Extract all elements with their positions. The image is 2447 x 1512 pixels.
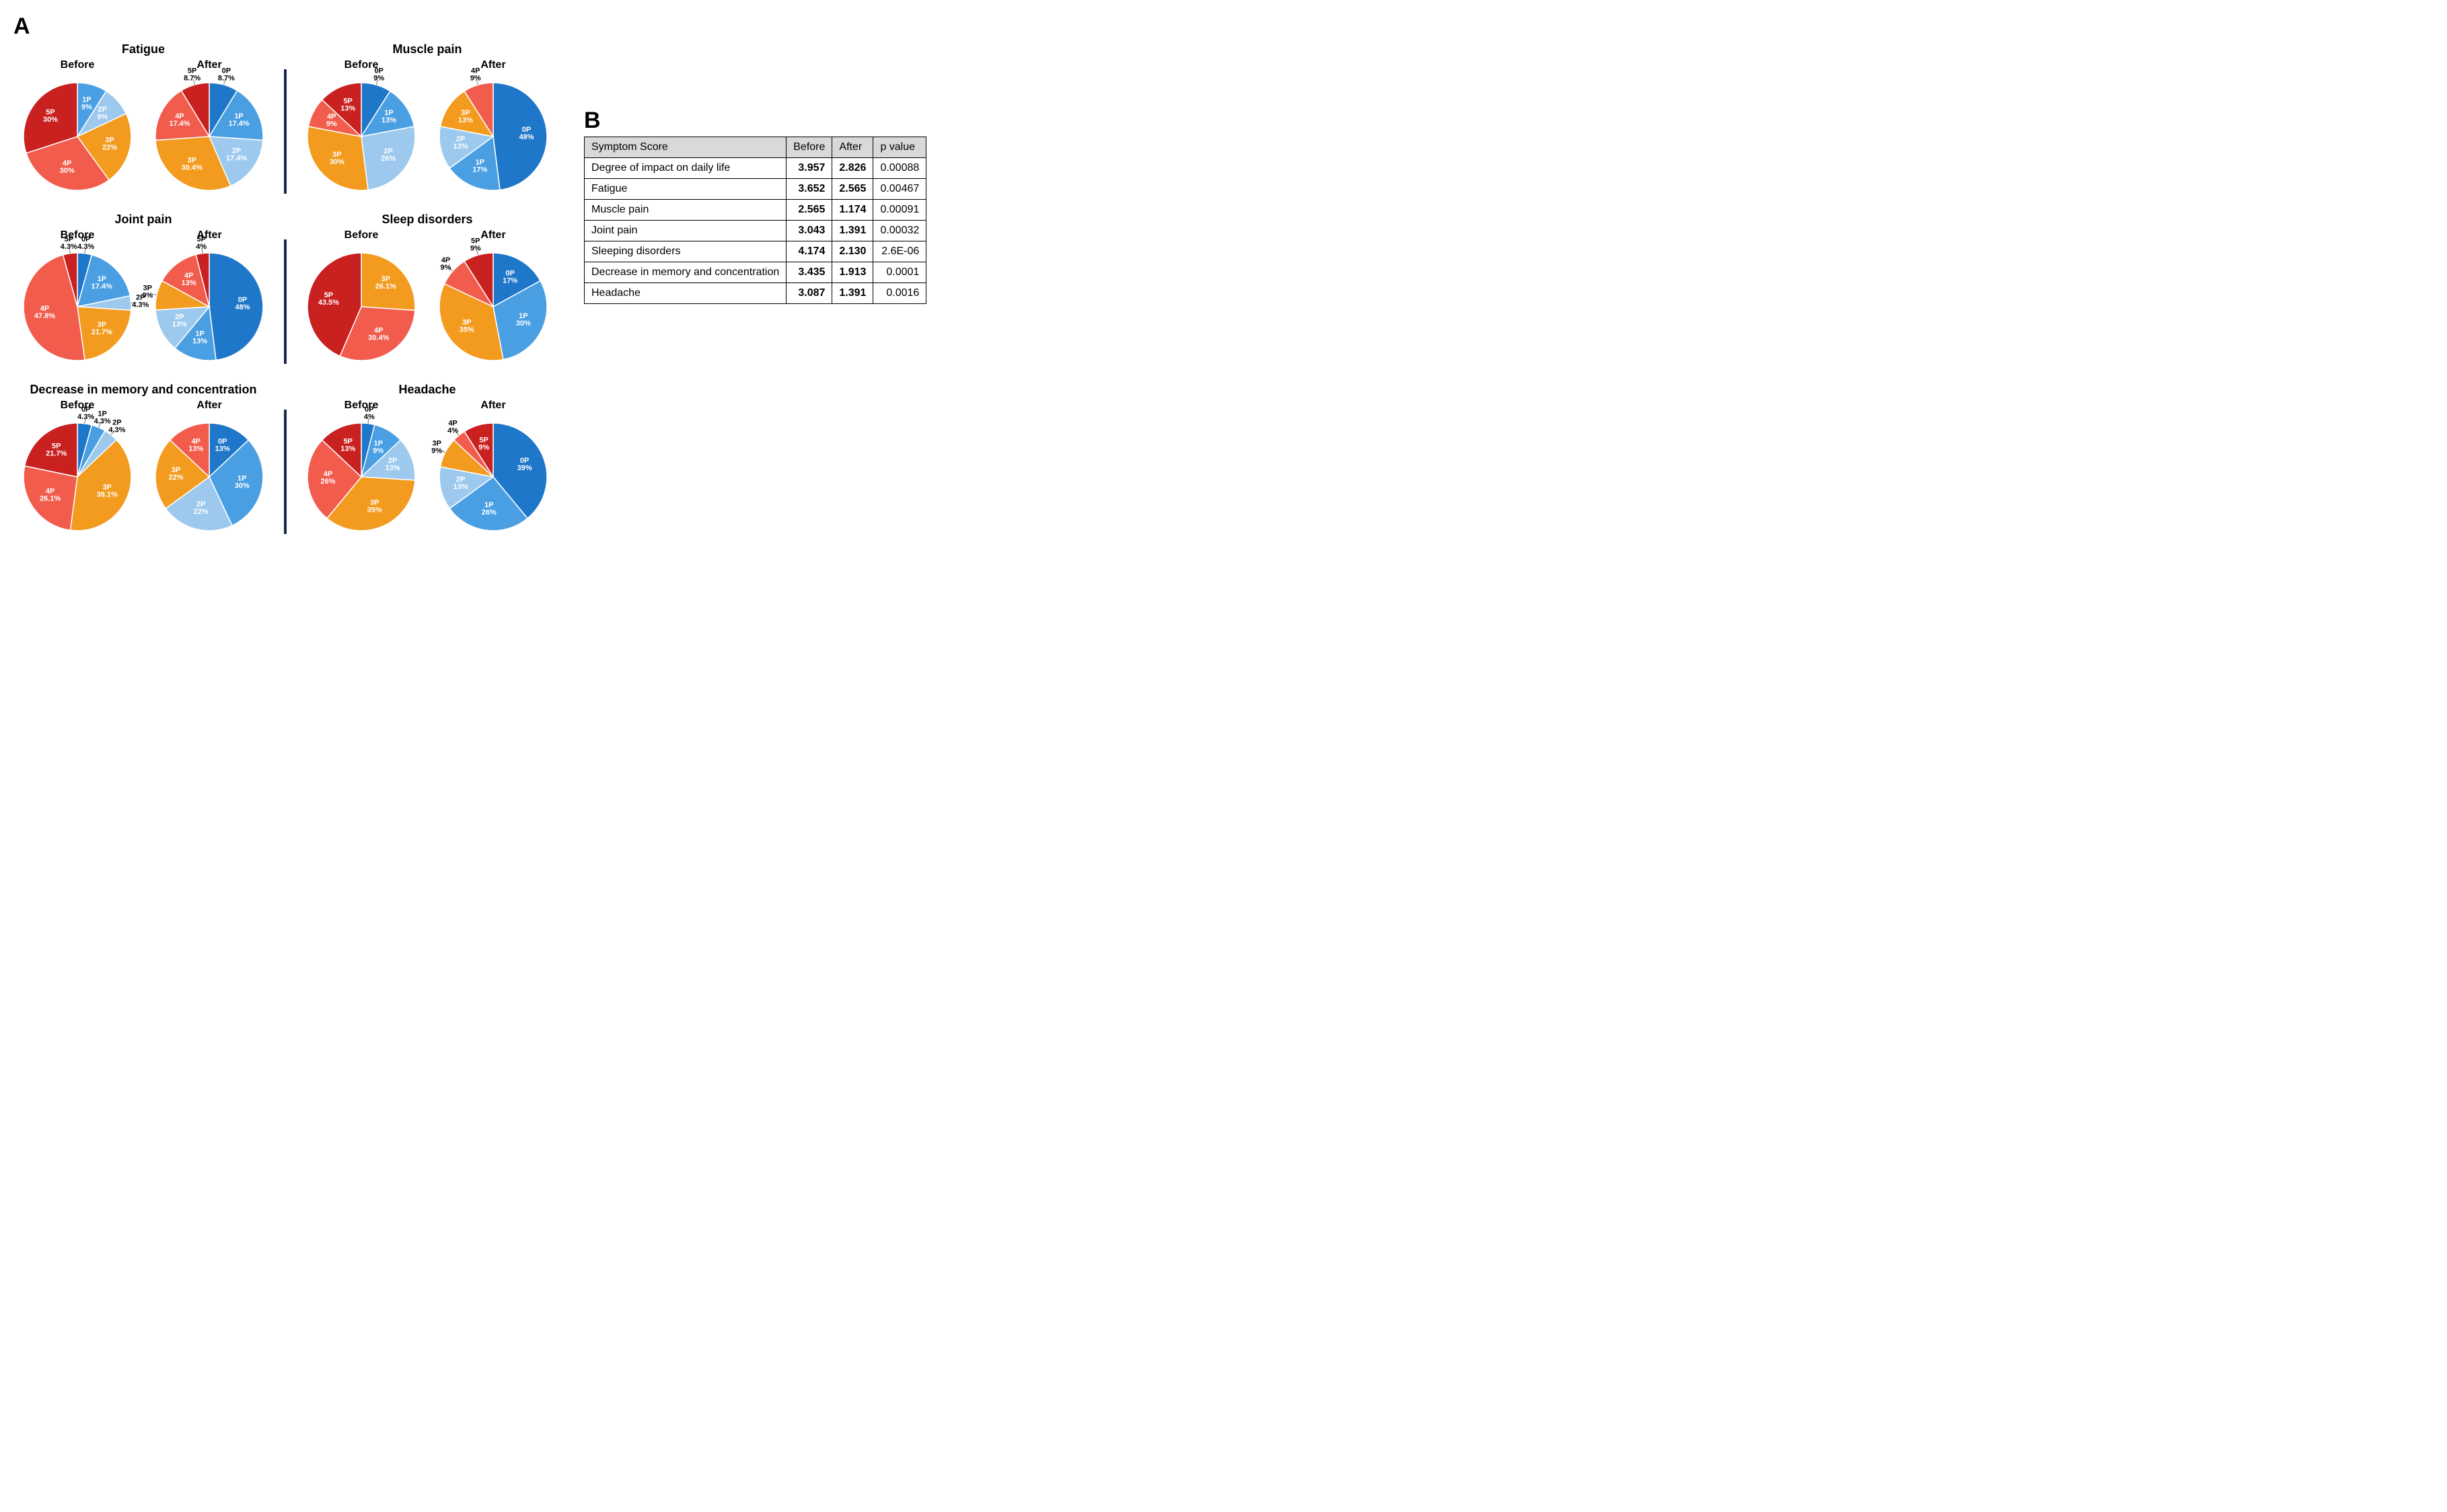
table-cell: Joint pain xyxy=(585,221,787,241)
table-cell: Headache xyxy=(585,283,787,304)
table-cell: Sleeping disorders xyxy=(585,241,787,262)
pie-block-before: Before3P26.1%4P30.4%5P43.5% xyxy=(297,229,425,371)
vertical-divider xyxy=(284,410,287,534)
pie-subtitle: Before xyxy=(61,229,95,241)
pie-slice-0P xyxy=(493,83,547,190)
slice-label: 3P9% xyxy=(431,439,442,455)
group-title: Muscle pain xyxy=(392,42,462,56)
table-cell: 2.826 xyxy=(832,158,873,179)
table-row: Joint pain3.0431.3910.00032 xyxy=(585,221,926,241)
slice-label: 3P9% xyxy=(142,284,153,299)
panel-a: A FatigueBefore1P9%2P9%3P22%4P30%5P30%Af… xyxy=(13,13,557,541)
pie-block-before: Before0P9%1P13%2P26%3P30%4P9%5P13% xyxy=(297,59,425,200)
table-cell: Decrease in memory and concentration xyxy=(585,262,787,283)
table-cell: 3.043 xyxy=(787,221,832,241)
pie-slice-3P xyxy=(361,253,415,311)
group-title: Joint pain xyxy=(115,213,172,227)
pie-subtitle: Before xyxy=(344,400,379,412)
table-header: p value xyxy=(873,137,926,158)
chart-row: FatigueBefore1P9%2P9%3P22%4P30%5P30%Afte… xyxy=(13,42,557,200)
pie-subtitle: After xyxy=(196,229,221,241)
table-cell: 0.00088 xyxy=(873,158,926,179)
table-row: Sleeping disorders4.1742.1302.6E-06 xyxy=(585,241,926,262)
table-row: Headache3.0871.3910.0016 xyxy=(585,283,926,304)
table-cell: 3.435 xyxy=(787,262,832,283)
panel-b-letter: B xyxy=(584,108,926,134)
table-cell: Muscle pain xyxy=(585,200,787,221)
table-cell: 1.391 xyxy=(832,283,873,304)
slice-label: 4P9% xyxy=(470,67,481,83)
pie-block-before: Before0P4.3%1P4.3%2P4.3%3P39.1%4P26.1%5P… xyxy=(13,400,141,541)
pie-slice-2P xyxy=(361,126,415,190)
table-cell: 2.565 xyxy=(832,179,873,200)
pie-subtitle: After xyxy=(480,229,505,241)
chart-row: Decrease in memory and concentration Befo… xyxy=(13,383,557,541)
pie-block-after: After0P48%1P13%2P13%3P9%4P13%5P4% xyxy=(145,229,273,371)
pie-block-after: After0P48%1P17%2P13%3P13%4P9% xyxy=(429,59,557,200)
symptom-group: Headache Before0P4%1P9%2P13%3P35%4P26%5P1… xyxy=(297,383,557,541)
table-cell: 0.00032 xyxy=(873,221,926,241)
symptom-group: Decrease in memory and concentration Befo… xyxy=(13,383,273,541)
pie-subtitle: Before xyxy=(344,229,379,241)
pie-block-before: Before1P9%2P9%3P22%4P30%5P30% xyxy=(13,59,141,200)
pie-subtitle: Before xyxy=(61,59,95,71)
pie-subtitle: After xyxy=(480,59,505,71)
group-title: Headache xyxy=(398,383,455,397)
table-cell: 0.00467 xyxy=(873,179,926,200)
vertical-divider xyxy=(284,69,287,194)
table-cell: 0.0016 xyxy=(873,283,926,304)
slice-label: 4P9% xyxy=(441,256,451,272)
symptom-group: FatigueBefore1P9%2P9%3P22%4P30%5P30%Afte… xyxy=(13,42,273,200)
table-cell: 2.6E-06 xyxy=(873,241,926,262)
pie-block-before: Before0P4%1P9%2P13%3P35%4P26%5P13% xyxy=(297,400,425,541)
pie-slice-3P xyxy=(77,307,131,360)
table-cell: 0.00091 xyxy=(873,200,926,221)
panel-a-letter: A xyxy=(13,13,557,40)
table-cell: 3.087 xyxy=(787,283,832,304)
pie-block-after: After0P17%1P30%3P35%4P9%5P9% xyxy=(429,229,557,371)
chart-row: Joint pain Before0P4.3%1P17.4%2P4.3%3P21.… xyxy=(13,213,557,371)
panel-b: B Symptom ScoreBeforeAfterp valueDegree … xyxy=(584,108,926,304)
pie-block-after: After0P13%1P30%2P22%3P22%4P13% xyxy=(145,400,273,541)
table-header: After xyxy=(832,137,873,158)
pie-subtitle: Before xyxy=(61,400,95,412)
table-row: Degree of impact on daily life3.9572.826… xyxy=(585,158,926,179)
table-row: Muscle pain2.5651.1740.00091 xyxy=(585,200,926,221)
table-cell: 0.0001 xyxy=(873,262,926,283)
table-cell: 3.652 xyxy=(787,179,832,200)
table-cell: Degree of impact on daily life xyxy=(585,158,787,179)
table-row: Fatigue3.6522.5650.00467 xyxy=(585,179,926,200)
pie-subtitle: After xyxy=(196,59,221,71)
vertical-divider xyxy=(284,239,287,364)
group-title: Fatigue xyxy=(122,42,165,56)
pie-subtitle: After xyxy=(196,400,221,412)
symptom-group: Sleep disorders Before3P26.1%4P30.4%5P43.… xyxy=(297,213,557,371)
pie-block-before: Before0P4.3%1P17.4%2P4.3%3P21.7%4P47.8%5… xyxy=(13,229,141,371)
table-row: Decrease in memory and concentration3.43… xyxy=(585,262,926,283)
slice-label: 1P4.3% xyxy=(94,410,111,426)
table-cell: 4.174 xyxy=(787,241,832,262)
pie-subtitle: After xyxy=(480,400,505,412)
table-cell: 1.174 xyxy=(832,200,873,221)
figure: A FatigueBefore1P9%2P9%3P22%4P30%5P30%Af… xyxy=(13,13,2434,541)
table-header: Before xyxy=(787,137,832,158)
table-cell: 3.957 xyxy=(787,158,832,179)
table-cell: Fatigue xyxy=(585,179,787,200)
table-cell: 2.130 xyxy=(832,241,873,262)
symptom-score-table: Symptom ScoreBeforeAfterp valueDegree of… xyxy=(584,137,926,304)
slice-label: 5P9% xyxy=(470,237,481,253)
table-cell: 1.913 xyxy=(832,262,873,283)
pie-slice-0P xyxy=(209,253,263,360)
group-title: Sleep disorders xyxy=(381,213,472,227)
table-cell: 1.391 xyxy=(832,221,873,241)
pie-block-after: After0P39%1P26%2P13%3P9%4P4%5P9% xyxy=(429,400,557,541)
pie-block-after: After0P8.7%1P17.4%2P17.4%3P30.4%4P17.4%5… xyxy=(145,59,273,200)
pie-subtitle: Before xyxy=(344,59,379,71)
table-header: Symptom Score xyxy=(585,137,787,158)
table-cell: 2.565 xyxy=(787,200,832,221)
group-title: Decrease in memory and concentration xyxy=(30,383,256,397)
symptom-group: Joint pain Before0P4.3%1P17.4%2P4.3%3P21.… xyxy=(13,213,273,371)
slice-label: 2P4.3% xyxy=(108,419,125,434)
symptom-group: Muscle pain Before0P9%1P13%2P26%3P30%4P9%… xyxy=(297,42,557,200)
